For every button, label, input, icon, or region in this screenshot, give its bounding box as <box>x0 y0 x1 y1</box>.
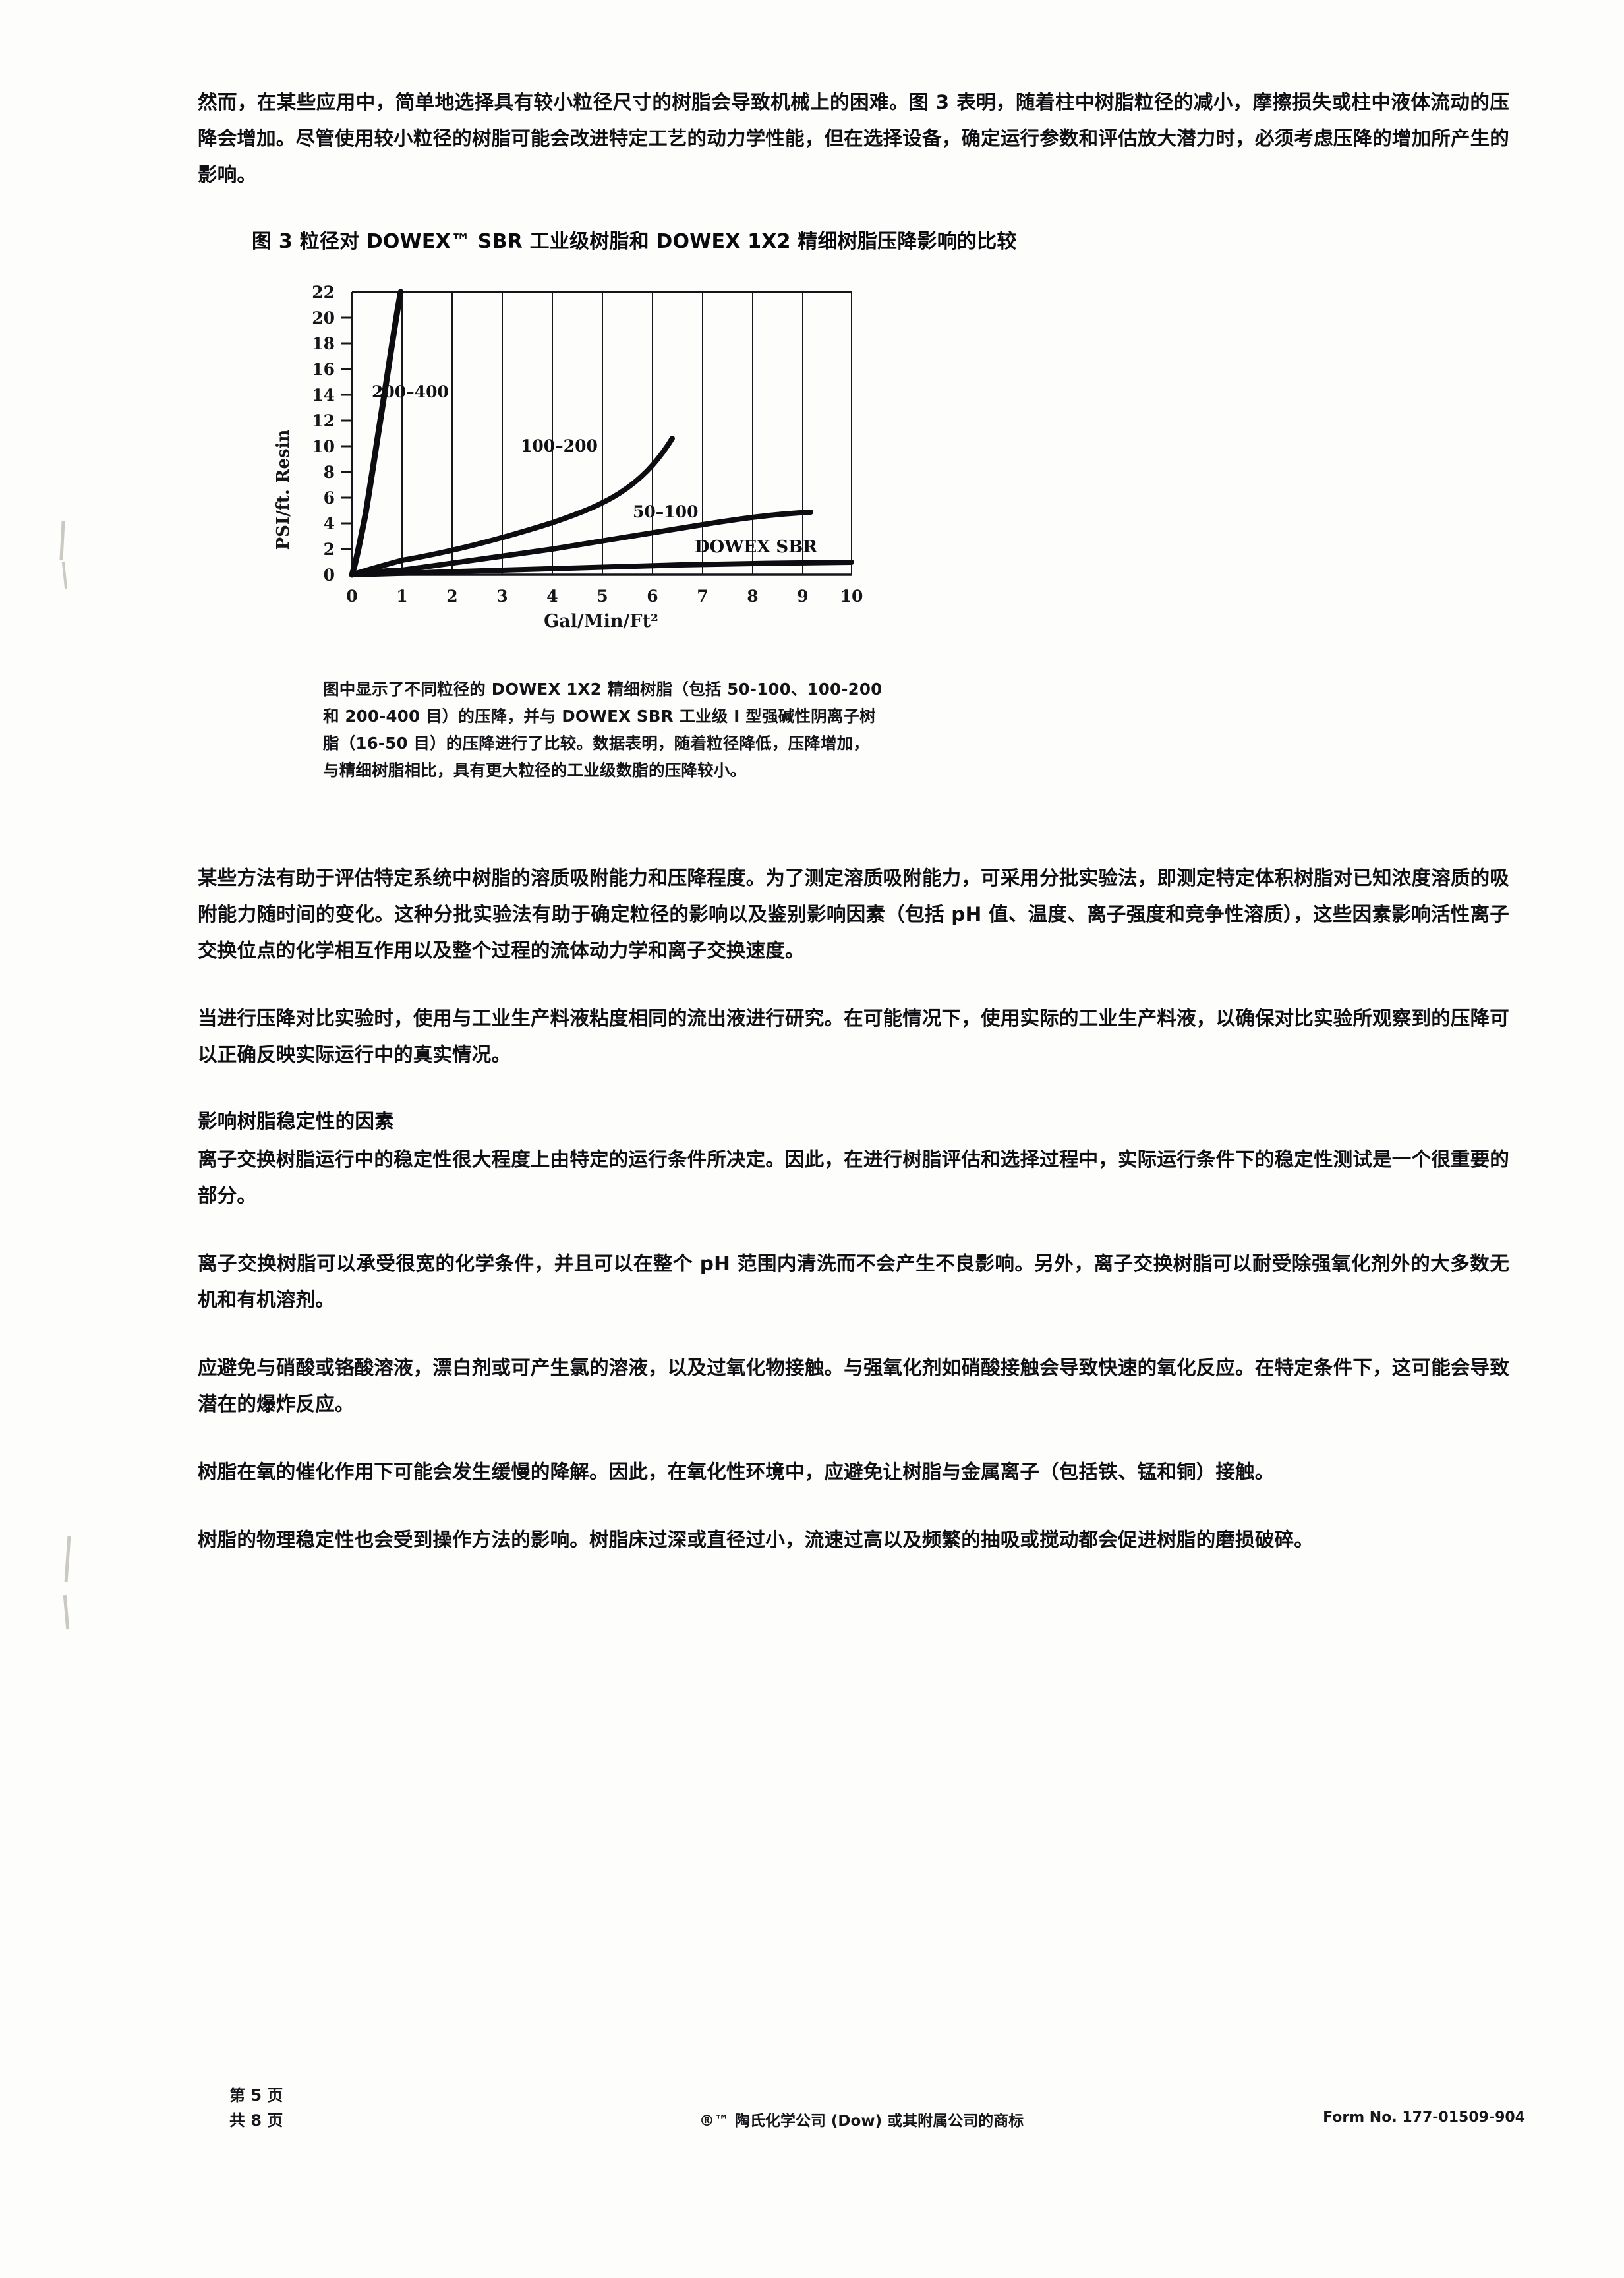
paragraph-stability-intro: 离子交换树脂运行中的稳定性很大程度上由特定的运行条件所决定。因此，在进行树脂评估… <box>198 1148 1509 1207</box>
chart-y-axis-label: PSI/ft. Resin <box>274 429 293 550</box>
svg-text:6: 6 <box>324 488 335 508</box>
svg-text:4: 4 <box>324 514 335 533</box>
svg-text:10: 10 <box>312 437 335 456</box>
svg-text:8: 8 <box>324 463 335 482</box>
paragraph-oxidizers: 应避免与硝酸或铬酸溶液，漂白剂或可产生氯的溶液，以及过氧化物接触。与强氧化剂如硝… <box>198 1357 1509 1415</box>
svg-text:20: 20 <box>312 308 335 328</box>
chart-label-200-400: 200–400 <box>372 382 449 401</box>
paragraph-methods: 某些方法有助于评估特定系统中树脂的溶质吸附能力和压降程度。为了测定溶质吸附能力，… <box>198 867 1509 962</box>
scan-artifact <box>63 1594 70 1630</box>
chart-label-50-100: 50–100 <box>633 502 698 521</box>
figure-caption: 图中显示了不同粒径的 DOWEX 1X2 精细树脂（包括 50-100、100-… <box>323 680 883 780</box>
svg-text:9: 9 <box>797 587 808 606</box>
svg-text:12: 12 <box>312 411 335 430</box>
figure-title: 图 3 粒径对 DOWEX™ SBR 工业级树脂和 DOWEX 1X2 精细树脂… <box>252 230 1017 253</box>
page-numbering: 第 5 页 共 8 页 <box>229 2083 283 2133</box>
scan-artifact <box>59 520 65 561</box>
svg-text:2: 2 <box>446 587 457 606</box>
chart-x-axis-label: Gal/Min/Ft² <box>544 611 658 631</box>
trademark-notice: ®™ 陶氏化学公司 (Dow) 或其附属公司的商标 <box>699 2113 1024 2130</box>
chart-svg: PSI/ft. Resin 22 20 18 16 14 12 10 8 6 4… <box>274 283 863 631</box>
svg-text:0: 0 <box>324 566 335 585</box>
svg-text:8: 8 <box>747 587 758 606</box>
svg-text:16: 16 <box>312 360 335 379</box>
paragraph-metal-ions: 树脂在氧的催化作用下可能会发生缓慢的降解。因此，在氧化性环境中，应避免让树脂与金… <box>198 1461 1275 1483</box>
figure-3: 图 3 粒径对 DOWEX™ SBR 工业级树脂和 DOWEX 1X2 精细树脂… <box>198 225 1509 784</box>
svg-text:5: 5 <box>596 587 608 606</box>
svg-text:3: 3 <box>496 587 508 606</box>
paragraph-pressure-drop-test: 当进行压降对比实验时，使用与工业生产料液粘度相同的流出液进行研究。在可能情况下，… <box>198 1007 1509 1066</box>
paragraph-physical-stability: 树脂的物理稳定性也会受到操作方法的影响。树脂床过深或直径过小，流速过高以及频繁的… <box>198 1529 1314 1551</box>
scan-artifact <box>64 1535 71 1583</box>
svg-text:2: 2 <box>324 540 335 559</box>
scan-artifact <box>61 561 68 590</box>
section-heading-stability: 影响树脂稳定性的因素 <box>198 1110 395 1132</box>
chart-y-tickmarks <box>341 316 352 550</box>
chart-series-50-100 <box>349 510 813 577</box>
chart-x-ticks: 0 1 2 3 4 5 6 7 8 9 10 <box>346 587 863 606</box>
svg-text:10: 10 <box>840 587 863 606</box>
document-body: 然而，在某些应用中，简单地选择具有较小粒径尺寸的树脂会导致机械上的困难。图 3 … <box>198 84 1509 1558</box>
svg-text:7: 7 <box>697 587 708 606</box>
svg-text:4: 4 <box>546 587 558 606</box>
chart-label-dowex-sbr: DOWEX SBR <box>695 537 817 557</box>
pressure-drop-chart: PSI/ft. Resin 22 20 18 16 14 12 10 8 6 4… <box>272 272 865 661</box>
svg-text:22: 22 <box>312 283 335 302</box>
svg-text:18: 18 <box>312 334 335 353</box>
svg-text:6: 6 <box>647 587 658 606</box>
paragraph-intro: 然而，在某些应用中，简单地选择具有较小粒径尺寸的树脂会导致机械上的困难。图 3 … <box>198 91 1509 186</box>
form-number: Form No. 177-01509-904 <box>1323 2109 1525 2126</box>
page-total: 共 8 页 <box>229 2111 283 2130</box>
chart-series-100-200 <box>349 436 675 577</box>
page-footer: 第 5 页 共 8 页 ®™ 陶氏化学公司 (Dow) 或其附属公司的商标 Fo… <box>198 2083 1525 2155</box>
svg-text:0: 0 <box>346 587 357 606</box>
svg-text:1: 1 <box>396 587 407 606</box>
chart-series-200-400 <box>349 289 404 578</box>
chart-label-100-200: 100–200 <box>521 436 598 455</box>
chart-gridlines <box>401 292 852 575</box>
page-current: 第 5 页 <box>229 2086 283 2105</box>
paragraph-chemical-conditions: 离子交换树脂可以承受很宽的化学条件，并且可以在整个 pH 范围内清洗而不会产生不… <box>198 1252 1509 1311</box>
chart-y-ticks: 22 20 18 16 14 12 10 8 6 4 2 0 <box>312 283 335 585</box>
chart-series-dowex-sbr <box>349 560 854 577</box>
svg-text:14: 14 <box>312 386 335 405</box>
